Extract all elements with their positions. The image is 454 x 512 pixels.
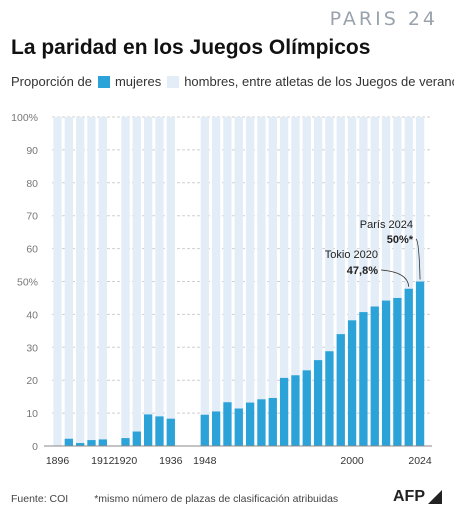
women-bar xyxy=(245,402,255,446)
men-bar xyxy=(268,117,277,446)
men-bar xyxy=(336,117,345,446)
women-bar xyxy=(415,281,425,446)
women-bar xyxy=(291,375,300,446)
men-bar xyxy=(347,117,357,446)
men-bar xyxy=(64,117,73,446)
men-bar xyxy=(53,117,62,446)
afp-logo: AFP xyxy=(393,488,442,506)
men-bar xyxy=(121,117,130,446)
men-bar xyxy=(155,117,164,446)
women-bar xyxy=(121,438,130,446)
y-tick-label: 80 xyxy=(26,178,38,190)
annotation-value: 50%* xyxy=(387,234,414,246)
women-bar xyxy=(359,312,368,446)
men-bar xyxy=(76,117,85,446)
women-bar xyxy=(325,351,334,446)
y-tick-label: 90 xyxy=(26,145,38,157)
women-bar xyxy=(336,334,345,446)
x-tick-label: 1896 xyxy=(46,455,70,467)
women-bar xyxy=(393,297,402,446)
y-tick-label: 30 xyxy=(26,342,38,354)
afp-triangle-icon xyxy=(428,490,442,504)
page-title: La paridad en los Juegos Olímpicos xyxy=(11,36,371,59)
chart-subtitle: Proporción de mujeres hombres, entre atl… xyxy=(11,74,454,89)
women-bar xyxy=(268,397,277,446)
legend-men-label: hombres, entre atletas de los Juegos de … xyxy=(184,74,454,89)
y-tick-label: 50% xyxy=(17,277,38,289)
x-tick-label: 2000 xyxy=(340,455,364,467)
men-bar xyxy=(370,117,379,446)
women-bar xyxy=(370,306,379,446)
subtitle-prefix: Proporción de xyxy=(11,74,92,89)
women-bar xyxy=(302,370,311,446)
women-bar xyxy=(404,288,413,446)
men-bar xyxy=(359,117,368,446)
men-bar xyxy=(223,117,232,446)
women-bar xyxy=(234,408,243,446)
men-bar xyxy=(200,117,209,446)
annotation-leader-line xyxy=(380,269,410,287)
y-tick-label: 10 xyxy=(26,408,38,420)
y-tick-label: 0 xyxy=(32,441,38,453)
paris-2024-logo: PARIS 24 xyxy=(329,8,438,30)
men-bar xyxy=(302,117,311,446)
men-bar xyxy=(404,117,413,446)
men-bar xyxy=(132,117,141,446)
women-bar xyxy=(313,360,323,446)
women-bar xyxy=(223,402,232,446)
y-tick-label: 70 xyxy=(26,211,38,223)
annotation-label: Tokio 2020 xyxy=(325,249,378,261)
men-bar xyxy=(325,117,334,446)
men-bar xyxy=(393,117,402,446)
women-bar xyxy=(166,418,175,446)
women-bar xyxy=(211,411,221,446)
x-tick-label: 1936 xyxy=(159,455,183,467)
men-bar xyxy=(381,117,391,446)
source-text: Fuente: COI xyxy=(11,493,69,505)
women-bar xyxy=(87,440,96,446)
annotation-leader-line xyxy=(415,238,421,280)
footnote-text: *mismo número de plazas de clasificación… xyxy=(94,493,339,505)
x-tick-label: 2024 xyxy=(408,455,432,467)
annotation-label: París 2024 xyxy=(360,219,413,231)
afp-logo-text: AFP xyxy=(393,488,425,505)
men-bar xyxy=(313,117,323,446)
men-bar xyxy=(279,117,289,446)
women-bar xyxy=(347,320,357,446)
women-bar xyxy=(76,443,85,446)
x-tick-label: 1920 xyxy=(114,455,138,467)
y-tick-label: 60 xyxy=(26,244,38,256)
women-bar xyxy=(155,416,164,446)
men-bar xyxy=(291,117,300,446)
women-bar xyxy=(257,399,266,446)
women-bar xyxy=(200,414,209,446)
men-bar xyxy=(257,117,266,446)
men-bar xyxy=(166,117,175,446)
women-bar xyxy=(132,431,141,446)
y-tick-label: 40 xyxy=(26,309,38,321)
men-bar xyxy=(87,117,96,446)
men-bar xyxy=(211,117,221,446)
women-bar xyxy=(381,300,391,446)
men-bar xyxy=(234,117,243,446)
women-bar xyxy=(64,438,73,446)
men-bar xyxy=(245,117,255,446)
men-bar xyxy=(143,117,153,446)
x-tick-label: 1948 xyxy=(193,455,217,467)
men-bar xyxy=(98,117,107,446)
women-bar xyxy=(143,414,153,446)
annotation-value: 47,8% xyxy=(347,265,378,277)
women-bar xyxy=(279,377,289,446)
legend-women-label: mujeres xyxy=(114,74,162,89)
women-bar xyxy=(98,439,107,446)
y-tick-label: 100% xyxy=(11,112,38,124)
footer: Fuente: COI *mismo número de plazas de cl… xyxy=(11,493,338,505)
legend-men-swatch xyxy=(167,75,180,88)
x-tick-label: 1912 xyxy=(91,455,115,467)
legend-women-swatch xyxy=(97,75,110,88)
y-tick-label: 20 xyxy=(26,375,38,387)
